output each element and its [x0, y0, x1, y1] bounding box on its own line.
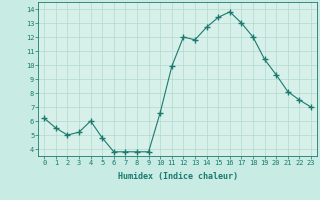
- X-axis label: Humidex (Indice chaleur): Humidex (Indice chaleur): [118, 172, 238, 181]
